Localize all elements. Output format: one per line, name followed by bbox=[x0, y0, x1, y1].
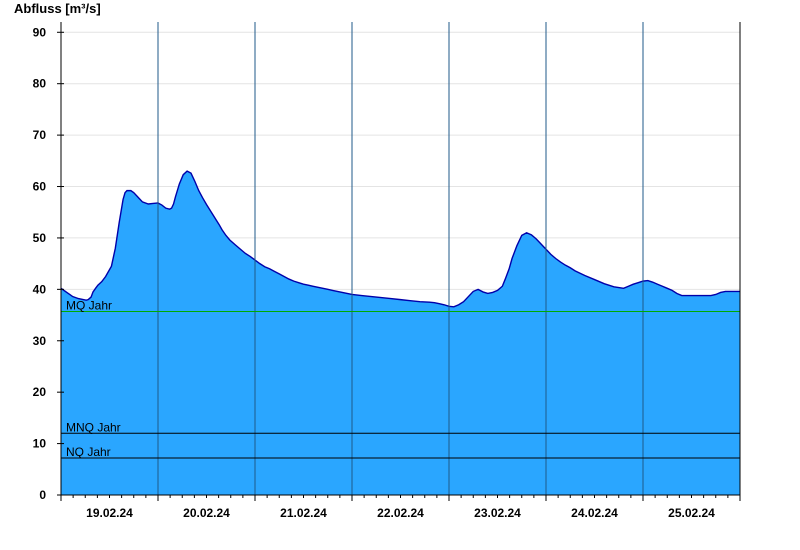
x-ticks: 19.02.24 20.02.24 21.02.24 22.02.24 23.02.24… bbox=[60, 495, 741, 520]
y-axis-label: Abfluss [m³/s] bbox=[14, 1, 101, 16]
x-tick-label: 21.02.24 bbox=[280, 506, 327, 520]
reference-label: NQ Jahr bbox=[66, 445, 111, 459]
y-tick-label: 40 bbox=[33, 282, 47, 296]
x-tick-label: 25.02.24 bbox=[668, 506, 715, 520]
y-tick-label: 80 bbox=[33, 77, 47, 91]
y-tick-label: 50 bbox=[33, 231, 47, 245]
x-tick-label: 20.02.24 bbox=[183, 506, 230, 520]
y-ticks: 0 10 20 30 40 50 60 70 80 90 bbox=[33, 25, 64, 502]
y-tick-label: 70 bbox=[33, 128, 47, 142]
y-tick-label: 30 bbox=[33, 334, 47, 348]
x-tick-label: 19.02.24 bbox=[86, 506, 133, 520]
reference-lines: MQ Jahr MNQ Jahr NQ Jahr bbox=[61, 298, 740, 459]
reference-label: MNQ Jahr bbox=[66, 420, 121, 434]
y-tick-label: 10 bbox=[33, 437, 47, 451]
y-tick-label: 0 bbox=[39, 488, 46, 502]
y-tick-label: 60 bbox=[33, 180, 47, 194]
y-tick-label: 90 bbox=[33, 25, 47, 39]
series-area bbox=[61, 171, 740, 495]
area-series bbox=[60, 170, 740, 495]
reference-label: MQ Jahr bbox=[66, 298, 112, 312]
x-tick-label: 24.02.24 bbox=[571, 506, 618, 520]
x-tick-label: 22.02.24 bbox=[377, 506, 424, 520]
day-separators bbox=[157, 22, 644, 495]
y-tick-label: 20 bbox=[33, 385, 47, 399]
x-tick-label: 23.02.24 bbox=[474, 506, 521, 520]
series-line bbox=[60, 170, 740, 308]
